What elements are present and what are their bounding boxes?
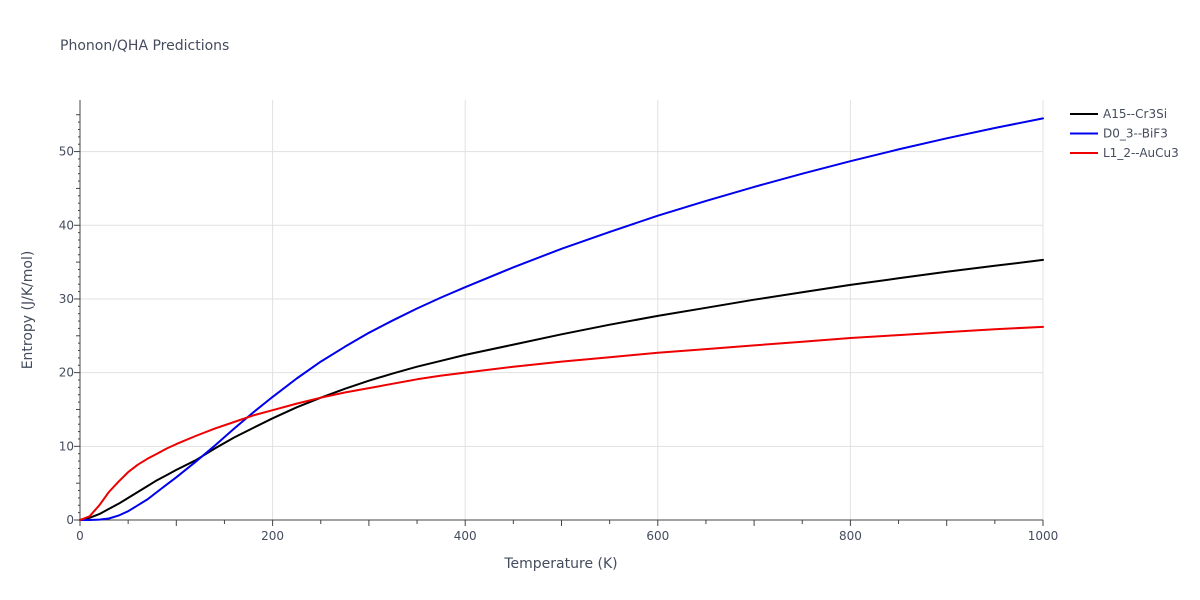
x-tick-label: 0 <box>76 529 84 543</box>
legend-item[interactable]: D0_3--BiF3 <box>1070 127 1168 141</box>
legend-label: L1_2--AuCu3 <box>1103 146 1179 160</box>
x-tick-label: 1000 <box>1028 529 1059 543</box>
legend-label: A15--Cr3Si <box>1103 107 1167 121</box>
x-tick-label: 200 <box>261 529 284 543</box>
x-tick-label: 400 <box>454 529 477 543</box>
legend-item[interactable]: L1_2--AuCu3 <box>1070 146 1179 160</box>
series-line-3 <box>79 325 1044 521</box>
y-tick-label: 20 <box>59 366 74 380</box>
series-layer <box>79 117 1044 521</box>
x-tick-label: 600 <box>646 529 669 543</box>
y-tick-label: 10 <box>59 439 74 453</box>
y-axis-title: Entropy (J/K/mol) <box>20 251 36 370</box>
y-tick-label: 30 <box>59 292 74 306</box>
x-axis-title: Temperature (K) <box>503 556 617 572</box>
y-tick-label: 0 <box>66 513 74 527</box>
legend-item[interactable]: A15--Cr3Si <box>1070 107 1167 121</box>
grid-lines <box>80 100 1044 520</box>
series-line-1 <box>79 258 1044 521</box>
legend[interactable]: A15--Cr3Si D0_3--BiF3 L1_2--AuCu3 <box>1070 107 1179 160</box>
y-tick-label: 50 <box>59 145 74 159</box>
series-line-2 <box>79 117 1044 521</box>
y-tick-label: 40 <box>59 218 74 232</box>
legend-label: D0_3--BiF3 <box>1103 127 1168 141</box>
axes: 0 200 400 600 800 1000 0 10 20 30 40 50 <box>59 100 1059 543</box>
chart-title: Phonon/QHA Predictions <box>60 38 229 54</box>
x-tick-label: 800 <box>839 529 862 543</box>
